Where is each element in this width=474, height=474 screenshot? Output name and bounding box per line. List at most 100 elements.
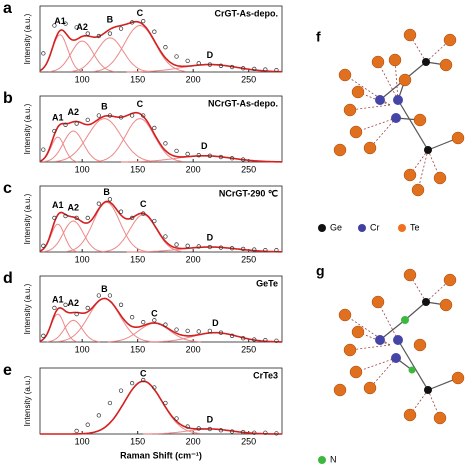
data-point — [85, 31, 90, 36]
data-point — [141, 19, 146, 24]
peak-label: B — [107, 15, 114, 25]
peak-label: D — [207, 50, 214, 60]
data-point — [274, 67, 279, 73]
peak-label: A1 — [54, 16, 66, 26]
x-tick-label: 250 — [241, 254, 256, 264]
peak-label: B — [101, 284, 108, 294]
peak-label: C — [140, 199, 147, 209]
peak-label: A2 — [68, 298, 80, 308]
data-point — [196, 426, 201, 431]
data-point — [240, 66, 246, 71]
data-point — [129, 215, 135, 221]
data-point — [240, 157, 246, 162]
panel-label: d — [3, 270, 13, 287]
legend-label: Cr — [370, 222, 380, 232]
sample-name: NCrGT-290 ℃ — [219, 188, 278, 198]
y-axis-label: Intensity (a.u.) — [23, 13, 32, 64]
data-point — [185, 424, 190, 429]
fit-component — [39, 136, 78, 163]
data-point — [96, 33, 101, 39]
data-point — [152, 385, 157, 390]
data-point — [63, 213, 68, 219]
data-point — [174, 416, 179, 421]
y-axis-label: Intensity (a.u.) — [23, 193, 32, 244]
data-point — [63, 21, 68, 26]
sample-name: CrGT-As-depo. — [214, 8, 278, 18]
data-point — [263, 430, 268, 435]
data-point — [74, 121, 79, 126]
data-point — [185, 151, 190, 157]
y-axis-label: Intensity (a.u.) — [23, 103, 32, 154]
data-point — [252, 66, 257, 72]
data-point — [185, 58, 190, 63]
data-point — [240, 246, 246, 252]
panel-label: b — [3, 90, 13, 107]
data-point — [63, 302, 68, 307]
data-point — [218, 428, 224, 433]
data-point — [207, 328, 212, 333]
data-point — [185, 328, 190, 333]
data-point — [174, 148, 179, 153]
data-point — [252, 337, 257, 342]
fit-component — [93, 24, 187, 72]
data-point — [41, 243, 46, 248]
x-tick-label: 200 — [186, 344, 201, 354]
x-tick-label: 250 — [241, 436, 256, 446]
data-point — [85, 305, 90, 311]
peak-label: B — [103, 187, 110, 197]
peak-label: A1 — [52, 200, 64, 210]
data-point — [129, 20, 135, 25]
data-point — [207, 426, 212, 432]
sample-name: GeTe — [256, 278, 278, 288]
x-tick-label: 150 — [130, 254, 145, 264]
data-point — [218, 245, 224, 250]
peak-label: A2 — [76, 22, 88, 32]
data-point — [41, 147, 46, 152]
fit-curve — [39, 111, 282, 163]
sample-name: CrTe3 — [253, 370, 278, 380]
x-tick-label: 150 — [130, 344, 145, 354]
data-point — [118, 26, 124, 31]
data-point — [229, 333, 235, 338]
panel-label: g — [316, 263, 325, 279]
x-tick-label: 100 — [75, 164, 90, 174]
data-point — [107, 197, 113, 202]
legend-swatch — [318, 456, 326, 464]
data-point — [118, 209, 124, 214]
data-point — [96, 113, 101, 118]
fit-component — [103, 214, 184, 253]
peak-label: D — [207, 414, 214, 424]
sample-name: NCrGT-As-depo. — [208, 98, 278, 108]
data-point — [152, 125, 157, 131]
data-point — [74, 215, 79, 221]
data-point — [129, 315, 135, 320]
peak-label: C — [137, 99, 144, 109]
panel-label: f — [316, 29, 321, 45]
data-point — [107, 400, 113, 406]
data-point — [207, 244, 212, 250]
x-tick-label: 150 — [130, 74, 145, 84]
data-point — [52, 305, 57, 311]
x-tick-label: 150 — [130, 164, 145, 174]
plot-frame — [39, 275, 283, 343]
data-point — [52, 128, 57, 134]
data-point — [141, 320, 146, 325]
x-axis-label: Raman Shift (cm⁻¹) — [120, 450, 202, 460]
data-point — [74, 25, 79, 30]
data-point — [141, 211, 146, 216]
peak-label: A2 — [68, 202, 80, 212]
data-point — [141, 377, 146, 383]
structure-g — [333, 268, 465, 425]
data-point — [74, 311, 79, 317]
peak-label: B — [101, 102, 108, 112]
x-tick-label: 200 — [186, 74, 201, 84]
data-point — [274, 338, 279, 343]
x-tick-label: 100 — [75, 344, 90, 354]
structure-f — [333, 28, 465, 197]
data-point — [163, 322, 168, 327]
data-point — [174, 242, 179, 247]
data-point — [196, 244, 201, 249]
data-point — [240, 336, 246, 341]
panel-label: a — [3, 0, 12, 17]
